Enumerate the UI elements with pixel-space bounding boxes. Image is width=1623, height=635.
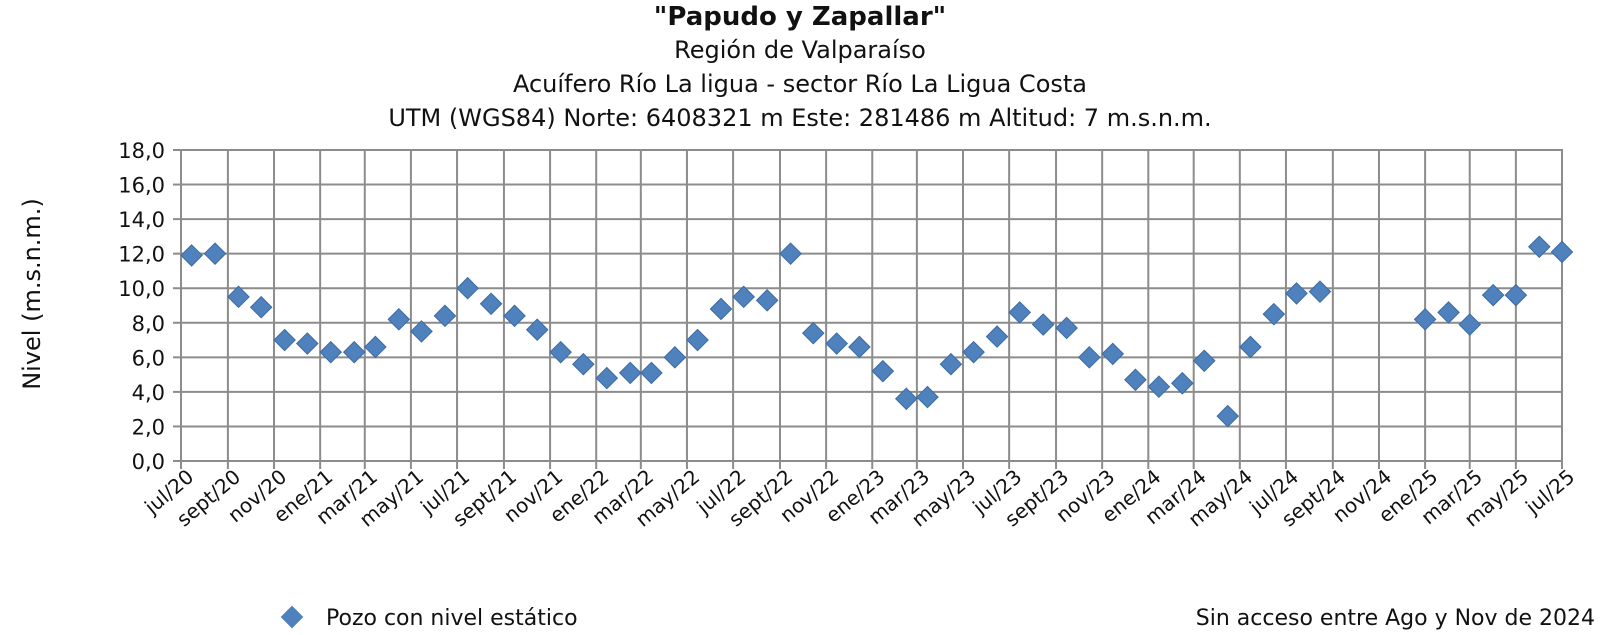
data-point	[894, 387, 918, 411]
data-point	[663, 346, 687, 369]
y-tick-label: 18,0	[118, 139, 165, 163]
grid	[180, 149, 1563, 462]
y-axis-label: Nivel (m.s.n.m.)	[18, 198, 46, 390]
data-point	[1008, 301, 1032, 324]
chart-subtitle-coordinates: UTM (WGS84) Norte: 6408321 m Este: 28148…	[388, 104, 1211, 132]
chart-title: "Papudo y Zapallar"	[654, 2, 946, 32]
data-point	[227, 285, 250, 309]
data-point	[273, 328, 296, 352]
y-tick-label: 8,0	[132, 312, 165, 336]
y-tick-label: 10,0	[118, 277, 165, 301]
data-point	[549, 340, 572, 364]
axes	[173, 149, 1563, 469]
chart-subtitle-region: Región de Valparaíso	[674, 36, 926, 64]
data-points	[180, 235, 1574, 428]
legend-marker-diamond	[280, 605, 304, 629]
plot-area-border	[180, 149, 1563, 462]
data-point	[1171, 371, 1194, 395]
data-point	[387, 308, 411, 331]
data-point	[779, 242, 802, 265]
data-point	[295, 332, 319, 355]
data-point	[755, 289, 779, 312]
data-point	[1031, 313, 1055, 336]
data-point	[801, 321, 825, 345]
data-point	[1481, 283, 1505, 307]
data-point	[985, 325, 1009, 348]
data-point	[825, 332, 849, 355]
data-point	[1124, 368, 1147, 392]
y-tick-labels: 0,0 2,0 4,0 6,0 8,0 10,0 12,0 14,0 16,0 18,0	[118, 139, 165, 474]
data-point	[572, 352, 595, 376]
data-point	[1308, 280, 1332, 303]
y-tick-label: 14,0	[118, 208, 165, 232]
y-tick-label: 12,0	[118, 243, 165, 267]
data-point	[939, 352, 963, 376]
data-point	[180, 244, 203, 267]
data-point	[1055, 316, 1078, 340]
data-point	[618, 361, 642, 385]
data-point	[364, 335, 387, 359]
data-point	[709, 297, 733, 321]
y-tick-label: 0,0	[132, 450, 165, 474]
data-point	[1216, 404, 1240, 428]
data-point	[1550, 240, 1574, 264]
data-point	[1239, 335, 1262, 359]
data-point	[456, 276, 479, 300]
data-point	[1285, 282, 1308, 305]
legend: Pozo con nivel estático	[280, 605, 578, 631]
data-point	[916, 385, 939, 409]
data-point	[433, 304, 457, 328]
data-point	[1413, 308, 1437, 331]
data-point	[871, 359, 895, 383]
data-point	[848, 335, 871, 359]
y-tick-label: 4,0	[132, 381, 165, 405]
data-point	[503, 304, 526, 328]
data-point	[249, 295, 273, 319]
data-point	[1262, 302, 1286, 326]
x-tick-labels: jul/20sept/20nov/20ene/21mar/21may/21jul…	[139, 464, 1579, 531]
data-point	[203, 242, 227, 265]
data-point	[479, 292, 503, 316]
y-tick-label: 2,0	[132, 415, 165, 439]
y-tick-label: 6,0	[132, 346, 165, 370]
y-tick-label: 16,0	[118, 174, 165, 198]
data-point	[1504, 283, 1528, 307]
data-point	[1458, 313, 1482, 336]
data-point	[1147, 375, 1171, 399]
data-point	[525, 318, 549, 342]
x-tick-label: jul/25	[1520, 464, 1579, 519]
data-point	[962, 340, 985, 364]
legend-label: Pozo con nivel estático	[326, 606, 578, 631]
data-point	[1192, 349, 1216, 373]
data-point	[1078, 346, 1101, 369]
data-point	[686, 328, 709, 352]
data-point	[319, 340, 343, 364]
data-point	[640, 361, 663, 385]
chart-subtitle-aquifer: Acuífero Río La ligua - sector Río La Li…	[513, 70, 1087, 98]
data-point	[1527, 235, 1551, 259]
data-point	[410, 320, 433, 343]
data-point	[1437, 301, 1460, 324]
data-point	[1101, 342, 1125, 366]
data-point	[342, 340, 366, 364]
data-point	[595, 366, 619, 390]
data-point	[732, 285, 755, 309]
chart-note: Sin acceso entre Ago y Nov de 2024	[1196, 606, 1595, 631]
